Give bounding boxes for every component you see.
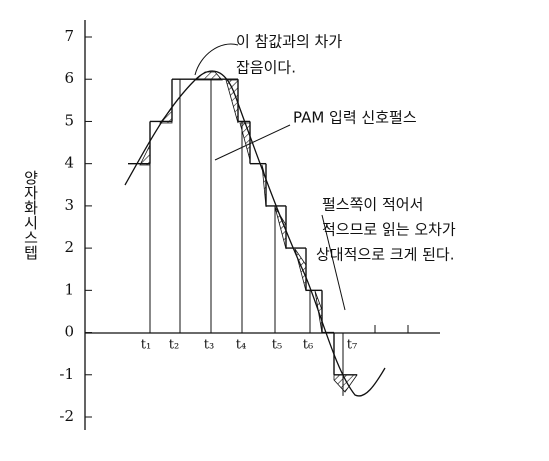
sample-label: t₃ [204, 338, 214, 353]
sample-label: t₆ [303, 338, 313, 353]
annotation: PAM 입력 신호펄스 [293, 109, 417, 127]
pointer [214, 124, 291, 161]
y-label: 양자화시스텝 [22, 170, 40, 260]
pointer [194, 43, 239, 76]
y-tick-label: -2 [59, 407, 74, 425]
sample-label: t₂ [169, 338, 179, 353]
y-tick-label: 2 [64, 238, 74, 256]
sample-label: t₄ [236, 338, 246, 353]
y-tick-label: 5 [64, 111, 74, 129]
annotation: 잡음이다. [236, 59, 296, 77]
sample-label: t₁ [141, 338, 151, 353]
y-tick-label: 3 [64, 196, 74, 214]
pointer [321, 214, 346, 311]
y-tick-label: 6 [64, 69, 74, 87]
y-tick-label: -1 [59, 365, 74, 383]
y-tick-label: 7 [64, 27, 74, 45]
y-tick-label: 4 [64, 154, 74, 172]
annotation: 상대적으로 크게 된다. [316, 246, 455, 264]
y-tick-label: 1 [64, 280, 74, 298]
annotation: 이 참값과의 차가 [236, 33, 342, 51]
annotation: 펄스쪽이 적어서 [322, 196, 423, 214]
sample-label: t₇ [347, 338, 357, 353]
sample-label: t₅ [272, 338, 282, 353]
annotation: 적으므로 읽는 오차가 [322, 221, 456, 239]
y-tick-label: 0 [64, 323, 74, 341]
